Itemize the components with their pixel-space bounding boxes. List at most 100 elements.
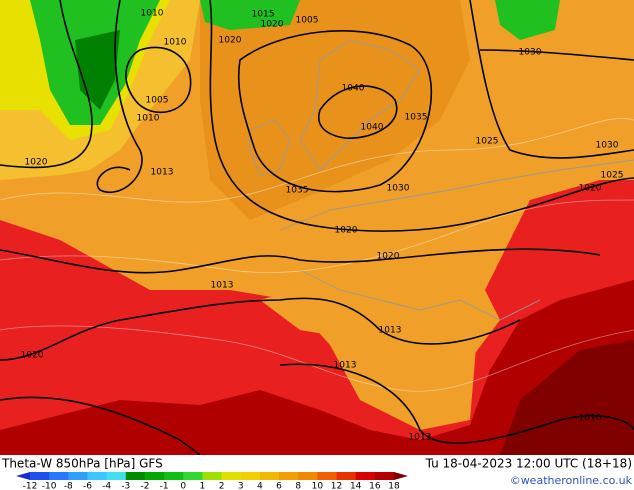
colorbar-label: 14 bbox=[350, 482, 362, 490]
isobar-label: 1010 bbox=[579, 414, 602, 424]
colorbar-label: -1 bbox=[160, 482, 169, 490]
colorbar-segment bbox=[68, 472, 88, 480]
colorbar-label: 18 bbox=[388, 482, 400, 490]
isobar-label: 1020 bbox=[579, 184, 602, 194]
isobar-label: 1020 bbox=[335, 226, 358, 236]
isobar bbox=[125, 46, 192, 114]
coastline bbox=[249, 119, 291, 176]
isobar-label: 1013 bbox=[211, 281, 234, 291]
isobar-label: 1010 bbox=[137, 114, 160, 124]
colorbar-label: 3 bbox=[238, 482, 244, 490]
field-region bbox=[260, 270, 500, 360]
colorbar-label: 6 bbox=[276, 482, 282, 490]
colorbar-label: -3 bbox=[121, 482, 130, 490]
colorbar-label: 10 bbox=[312, 482, 324, 490]
colorbar-label: 4 bbox=[257, 482, 263, 490]
isobar-label: 1025 bbox=[601, 171, 624, 181]
weather-map: 1010101010151020102010051005101010131020… bbox=[0, 0, 634, 455]
isobar-label: 1020 bbox=[219, 36, 242, 46]
colorbar-label: 12 bbox=[331, 482, 342, 490]
colorbar-label: 1 bbox=[200, 482, 206, 490]
colorbar-label: -6 bbox=[83, 482, 92, 490]
field-region bbox=[500, 340, 634, 455]
colorbar-segment bbox=[183, 472, 203, 480]
colorbar-label: -10 bbox=[42, 482, 57, 490]
field-region bbox=[200, 0, 470, 220]
isobar-label: 1020 bbox=[25, 158, 48, 168]
coastline bbox=[279, 159, 634, 231]
colorbar-label: 16 bbox=[369, 482, 381, 490]
isobar bbox=[469, 0, 634, 159]
isobar bbox=[96, 0, 143, 193]
isobar bbox=[0, 396, 201, 455]
isotherm bbox=[0, 199, 634, 273]
isobar-label: 1015 bbox=[252, 10, 275, 20]
isobar-label: 1013 bbox=[334, 361, 357, 371]
colorbar-segment bbox=[87, 472, 108, 480]
isobar-label: 1010 bbox=[164, 38, 187, 48]
isobar-label: 1005 bbox=[296, 16, 319, 26]
colorbar-segment bbox=[30, 472, 50, 480]
colorbar-segment bbox=[279, 472, 299, 480]
colorbar-segment bbox=[317, 472, 338, 480]
colorbar-label: -4 bbox=[102, 482, 111, 490]
colorbar-label: -8 bbox=[64, 482, 73, 490]
colorbar-segment bbox=[49, 472, 69, 480]
isobar bbox=[0, 0, 93, 169]
colorbar-segment bbox=[202, 472, 223, 480]
isobar-label: 1030 bbox=[519, 48, 542, 58]
colorbar-segment bbox=[374, 472, 395, 480]
colorbar-segment bbox=[164, 472, 184, 480]
isobar-label: 1040 bbox=[361, 123, 384, 133]
isobar-label: 1013 bbox=[409, 433, 432, 443]
isobar bbox=[0, 297, 521, 361]
isobar bbox=[279, 363, 634, 444]
isobar-label: 1005 bbox=[146, 96, 169, 106]
colorbar-segment bbox=[240, 472, 261, 480]
colorbar-segment bbox=[298, 472, 318, 480]
isobar-label: 1010 bbox=[141, 9, 164, 19]
credit: ©weatheronline.co.uk bbox=[510, 474, 633, 487]
isobar-label: 1020 bbox=[261, 20, 284, 30]
colorbar-arrow bbox=[394, 472, 408, 480]
colorbar-segment bbox=[144, 472, 165, 480]
colorbar-segment bbox=[106, 472, 127, 480]
map-title: Theta-W 850hPa [hPa] GFS bbox=[1, 457, 163, 471]
field-region bbox=[495, 0, 560, 40]
isotherm bbox=[0, 118, 634, 203]
colorbar-segment bbox=[125, 472, 146, 480]
colorbar-label: -12 bbox=[23, 482, 38, 490]
colorbar-segment bbox=[221, 472, 242, 480]
isobar bbox=[209, 0, 634, 232]
field-region bbox=[200, 0, 300, 30]
isobar-label: 1025 bbox=[476, 137, 499, 147]
colorbar-segment bbox=[355, 472, 376, 480]
colorbar-label: 8 bbox=[295, 482, 301, 490]
isotherm bbox=[0, 325, 634, 392]
isobar-label: 1030 bbox=[596, 141, 619, 151]
colorbar-label: 2 bbox=[219, 482, 225, 490]
isobar-label: 1030 bbox=[387, 184, 410, 194]
colorbar-label: -2 bbox=[140, 482, 149, 490]
isobar bbox=[479, 49, 634, 61]
coastline bbox=[299, 39, 421, 171]
map-date: Tu 18-04-2023 12:00 UTC (18+18) bbox=[425, 457, 632, 471]
colorbar-label: 0 bbox=[180, 482, 186, 490]
isobar-label: 1035 bbox=[405, 113, 428, 123]
isobar-label: 1040 bbox=[342, 84, 365, 94]
colorbar-segment bbox=[259, 472, 280, 480]
field-region bbox=[0, 180, 634, 455]
isobar-label: 1020 bbox=[377, 252, 400, 262]
isobar bbox=[0, 248, 601, 274]
isobar bbox=[237, 30, 433, 193]
field-region bbox=[0, 280, 634, 455]
colorbar-arrow bbox=[16, 472, 30, 480]
colorbar-segment bbox=[336, 472, 357, 480]
isobar-label: 1020 bbox=[21, 351, 44, 361]
isobar-label: 1035 bbox=[286, 186, 309, 196]
footer: Theta-W 850hPa [hPa] GFS Tu 18-04-2023 1… bbox=[0, 455, 634, 490]
isobar bbox=[318, 85, 398, 139]
isobar-label: 1013 bbox=[379, 326, 402, 336]
coastline bbox=[299, 269, 541, 321]
